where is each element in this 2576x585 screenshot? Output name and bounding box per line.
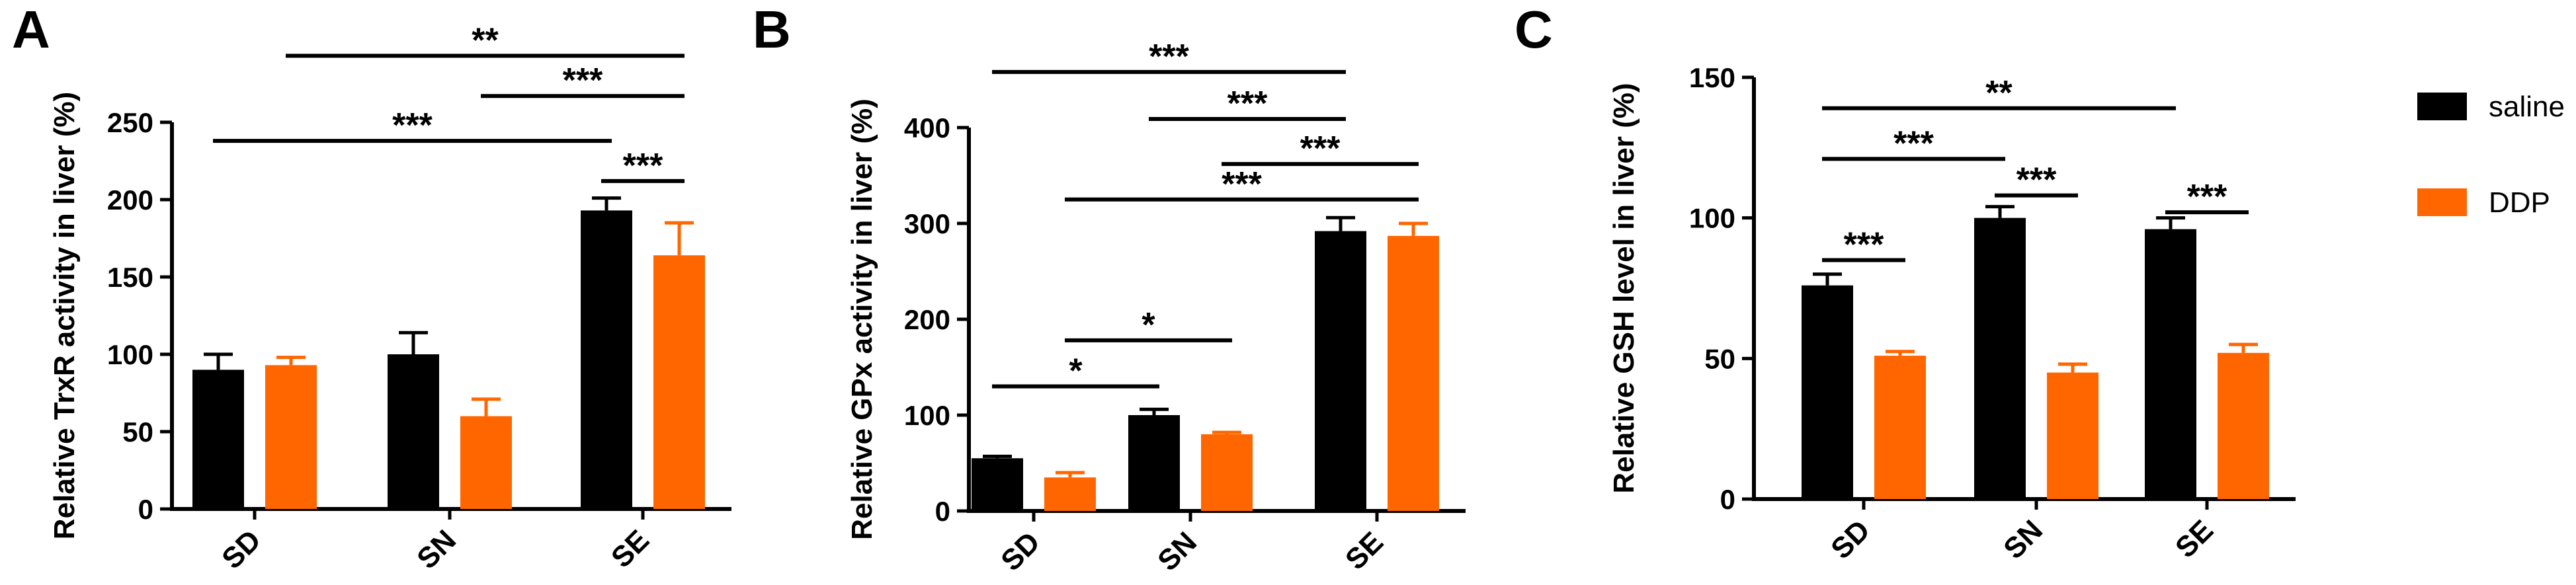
legend-swatch-saline xyxy=(2417,93,2467,120)
y-tick-label: 150 xyxy=(1689,62,1735,93)
chart-panel-b: B Relative GPx activity in liver (%) 0 100 2… xyxy=(753,0,1466,577)
x-tick-label: SN xyxy=(411,524,462,575)
y-tick-label: 0 xyxy=(138,494,153,525)
significance-label: *** xyxy=(623,147,663,185)
bar-saline xyxy=(1315,231,1366,511)
panel-letter: B xyxy=(753,0,791,59)
bar-ddp xyxy=(653,255,705,509)
y-tick-label: 100 xyxy=(1689,203,1735,234)
bar-saline xyxy=(2145,229,2196,499)
y-tick-label: 50 xyxy=(1704,343,1735,374)
bar-saline xyxy=(972,458,1023,511)
significance-label: *** xyxy=(2016,161,2057,200)
bar-saline xyxy=(1802,285,1853,499)
significance-label: * xyxy=(1069,352,1083,391)
bar-saline xyxy=(1128,415,1180,511)
y-axis-label: Relative GPx activity in liver (%) xyxy=(846,98,878,540)
bar-saline xyxy=(192,370,244,509)
significance-label: *** xyxy=(563,61,603,100)
x-tick-label: SD xyxy=(1825,514,1876,565)
chart-panel-c: C Relative GSH level in liver (%) 0 50 100 15… xyxy=(1515,0,2296,565)
legend-label-ddp: DDP xyxy=(2489,186,2550,219)
significance-label: *** xyxy=(2187,178,2227,216)
x-tick-label: SD xyxy=(216,524,267,575)
y-tick-label: 100 xyxy=(904,400,950,431)
panel-letter: A xyxy=(12,0,50,59)
bar-ddp xyxy=(1388,235,1439,511)
y-tick-label: 50 xyxy=(122,416,153,448)
significance-label: *** xyxy=(1844,225,1884,264)
significance-label: *** xyxy=(1149,38,1189,76)
bar-saline xyxy=(581,210,632,509)
legend-label-saline: saline xyxy=(2489,91,2565,123)
chart-panel-a: A Relative TrxR activity in liver (%) 0 50 1… xyxy=(12,0,731,575)
y-tick-label: 100 xyxy=(107,339,153,370)
bar-ddp xyxy=(2218,352,2269,499)
y-tick-label: 200 xyxy=(904,304,950,335)
significance-label: *** xyxy=(1227,85,1268,123)
bar-ddp xyxy=(2047,372,2098,499)
y-tick-label: 300 xyxy=(904,208,950,239)
significance-label: *** xyxy=(392,106,433,145)
bar-ddp xyxy=(1201,434,1253,511)
x-tick-label: SN xyxy=(1997,514,2049,565)
bar-ddp xyxy=(460,416,512,509)
legend-swatch-ddp xyxy=(2417,188,2467,216)
bar-saline xyxy=(388,354,439,509)
y-tick-label: 400 xyxy=(904,112,950,143)
y-tick-label: 0 xyxy=(935,496,950,527)
significance-label: * xyxy=(1142,306,1155,344)
panel-letter: C xyxy=(1515,0,1553,59)
y-tick-label: 250 xyxy=(107,107,153,138)
legend: saline DDP xyxy=(2417,91,2565,219)
x-tick-label: SE xyxy=(1339,526,1390,576)
significance-label: *** xyxy=(1300,130,1341,168)
x-tick-label: SE xyxy=(2169,514,2220,564)
significance-label: *** xyxy=(1893,124,1934,163)
x-tick-label: SN xyxy=(1151,526,1203,577)
significance-label: *** xyxy=(1222,165,1262,204)
bar-ddp xyxy=(1044,477,1096,511)
y-axis-label: Relative GSH level in liver (%) xyxy=(1608,83,1640,493)
y-tick-label: 0 xyxy=(1720,484,1735,515)
significance-label: ** xyxy=(472,21,499,59)
x-tick-label: SE xyxy=(605,524,655,574)
bar-saline xyxy=(1974,217,2026,499)
bar-ddp xyxy=(265,365,317,509)
significance-label: ** xyxy=(1985,74,2013,112)
y-tick-label: 200 xyxy=(107,184,153,215)
y-tick-label: 150 xyxy=(107,262,153,293)
y-axis-label: Relative TrxR activity in liver (%) xyxy=(48,92,81,539)
x-tick-label: SD xyxy=(995,526,1046,577)
bar-ddp xyxy=(1874,356,1926,499)
